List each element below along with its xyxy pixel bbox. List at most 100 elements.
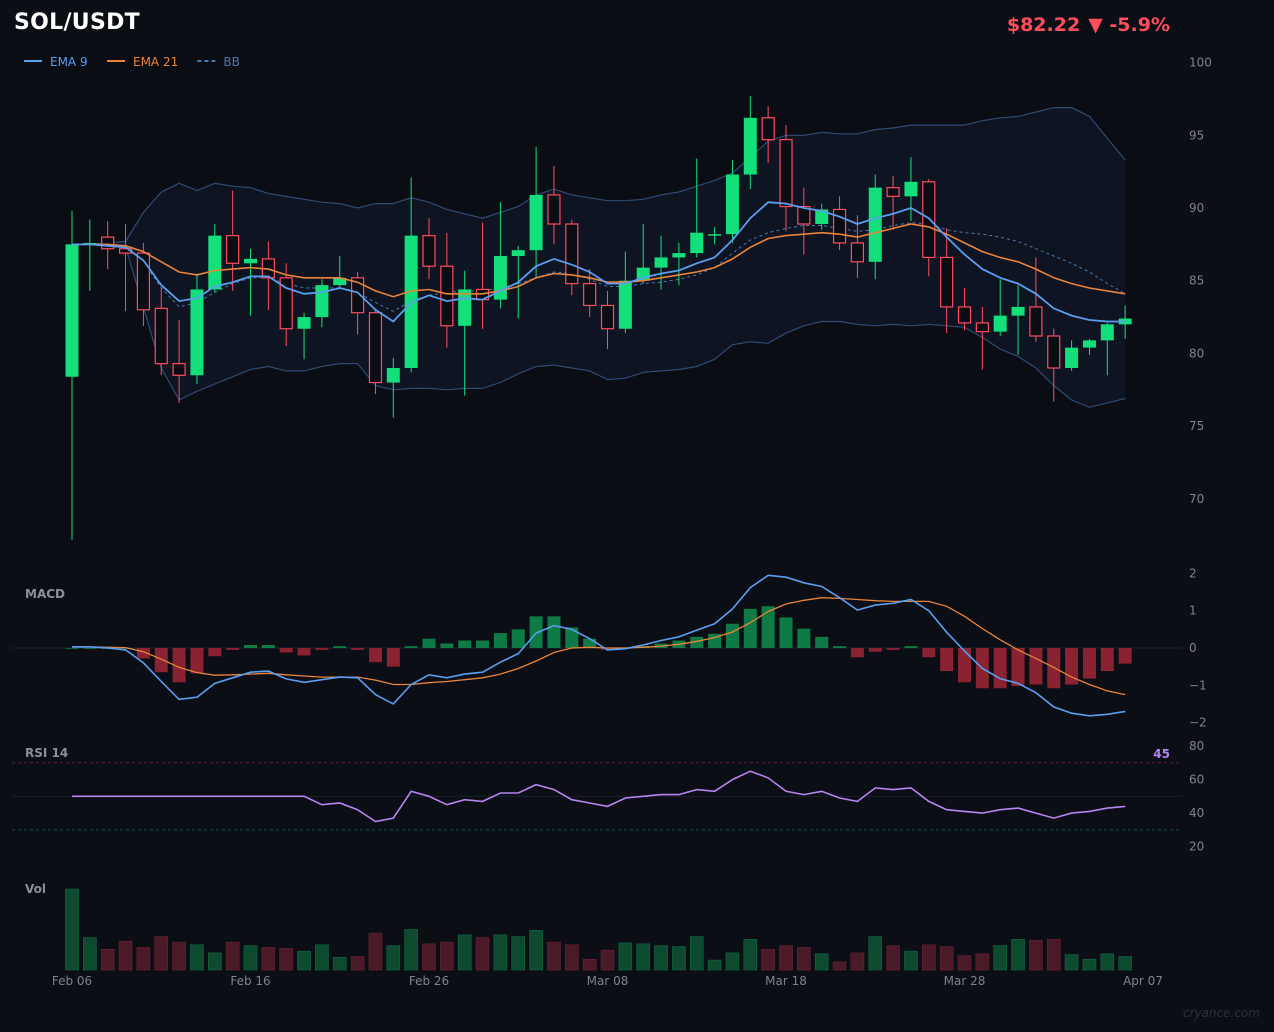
volume-bar xyxy=(350,956,365,971)
ema9-line xyxy=(72,201,1126,323)
candle-body-up xyxy=(65,244,79,377)
volume-bar xyxy=(975,953,990,971)
macd-axis-tick: 0 xyxy=(1189,641,1197,655)
macd-histogram-bar xyxy=(368,648,382,663)
candle-body-down xyxy=(779,139,793,208)
candle xyxy=(868,174,882,280)
candle xyxy=(565,219,579,296)
price-axis-tick: 75 xyxy=(1189,419,1204,433)
candle xyxy=(993,279,1007,336)
legend-item: EMA 9 xyxy=(24,55,88,69)
volume-bar xyxy=(1046,939,1061,971)
volume-bar xyxy=(797,947,811,971)
candle xyxy=(368,309,383,395)
macd-line xyxy=(72,574,1126,717)
x-axis-tick: Mar 18 xyxy=(765,974,807,988)
candle xyxy=(975,306,989,370)
candle xyxy=(190,273,204,384)
macd-histogram-bar xyxy=(690,636,704,648)
macd-histogram-bar xyxy=(761,606,775,648)
macd-histogram-bar xyxy=(333,646,347,648)
macd-histogram-bar xyxy=(922,648,936,658)
candle xyxy=(422,218,436,280)
macd-histogram-bar xyxy=(850,648,864,658)
macd-histogram-bar xyxy=(565,627,579,648)
x-axis-tick: Feb 16 xyxy=(230,974,270,988)
candle-body-up xyxy=(333,277,347,286)
candle-body-down xyxy=(172,363,186,376)
volume-bar xyxy=(618,942,633,971)
legend-item: EMA 21 xyxy=(107,55,178,69)
macd-histogram-bar xyxy=(154,648,168,673)
volume-bar xyxy=(243,945,258,971)
candle-body-up xyxy=(511,250,525,256)
candle-body-down xyxy=(957,306,972,324)
x-axis-tick: Feb 06 xyxy=(52,974,92,988)
price-axis-tick: 70 xyxy=(1189,492,1204,506)
macd-histogram-bar xyxy=(1100,648,1114,672)
macd-axis-tick: −2 xyxy=(1189,716,1207,730)
legend-label: BB xyxy=(223,55,239,69)
macd-histogram-bar xyxy=(279,648,293,653)
volume-bar xyxy=(422,943,436,971)
candle-body-up xyxy=(868,187,882,262)
macd-histogram-bar xyxy=(493,633,507,648)
macd-histogram-bar xyxy=(868,648,882,652)
volume-bar xyxy=(904,950,918,971)
candle xyxy=(1029,257,1043,342)
candle xyxy=(154,288,168,376)
macd-histogram-bar xyxy=(476,640,490,648)
macd-histogram-bar xyxy=(458,640,472,648)
macd-histogram-bar xyxy=(1047,648,1061,689)
volume-bar xyxy=(261,947,276,971)
volume-bar xyxy=(65,888,79,971)
volume-bar xyxy=(957,955,972,971)
macd-histogram-bar xyxy=(119,648,133,649)
macd-histogram-bar xyxy=(1082,648,1096,679)
x-axis-tick: Apr 07 xyxy=(1123,974,1163,988)
macd-histogram-bar xyxy=(172,648,186,683)
candle-body-up xyxy=(1065,347,1079,368)
candle xyxy=(672,242,686,286)
macd-axis-tick: −1 xyxy=(1189,678,1207,692)
macd-histogram-bar xyxy=(904,646,918,648)
volume-bar xyxy=(529,930,543,971)
volume-bar xyxy=(1082,958,1097,971)
candle xyxy=(690,158,704,258)
macd-histogram-bar xyxy=(511,629,525,648)
volume-bar xyxy=(457,934,472,971)
legend-item: BB xyxy=(197,55,240,69)
candle xyxy=(440,232,454,348)
volume-bar xyxy=(725,952,740,971)
volume-bar xyxy=(279,948,294,971)
legend-label: EMA 21 xyxy=(133,55,178,69)
candle-body-down xyxy=(797,205,811,225)
candle xyxy=(226,190,240,291)
candle-body-up xyxy=(725,174,739,235)
macd-histogram-bar xyxy=(940,648,954,672)
candle xyxy=(1047,328,1061,402)
candle-body-down xyxy=(583,283,597,307)
macd-histogram-bar xyxy=(297,648,311,656)
candle-body-down xyxy=(565,223,579,285)
macd-histogram-bar xyxy=(315,648,329,650)
candle-body-up xyxy=(672,253,686,258)
candle-body-up xyxy=(690,232,704,254)
candle-body-down xyxy=(440,265,454,327)
rsi-last-value: 45 xyxy=(1153,747,1170,761)
candle xyxy=(957,288,972,331)
candle xyxy=(65,210,79,540)
volume-bar xyxy=(886,945,900,971)
last-price: $82.22 xyxy=(1006,14,1081,36)
price-axis-tick: 100 xyxy=(1189,56,1212,70)
candle-body-down xyxy=(600,304,615,330)
candle xyxy=(743,96,757,190)
volume-bar xyxy=(707,959,722,971)
candle-body-down xyxy=(136,252,150,311)
macd-histogram-bar xyxy=(440,643,454,648)
candle-body-down xyxy=(886,187,900,197)
price-axis-tick: 80 xyxy=(1189,346,1204,360)
macd-histogram-bar xyxy=(779,617,793,648)
macd-histogram-bar xyxy=(190,648,204,674)
